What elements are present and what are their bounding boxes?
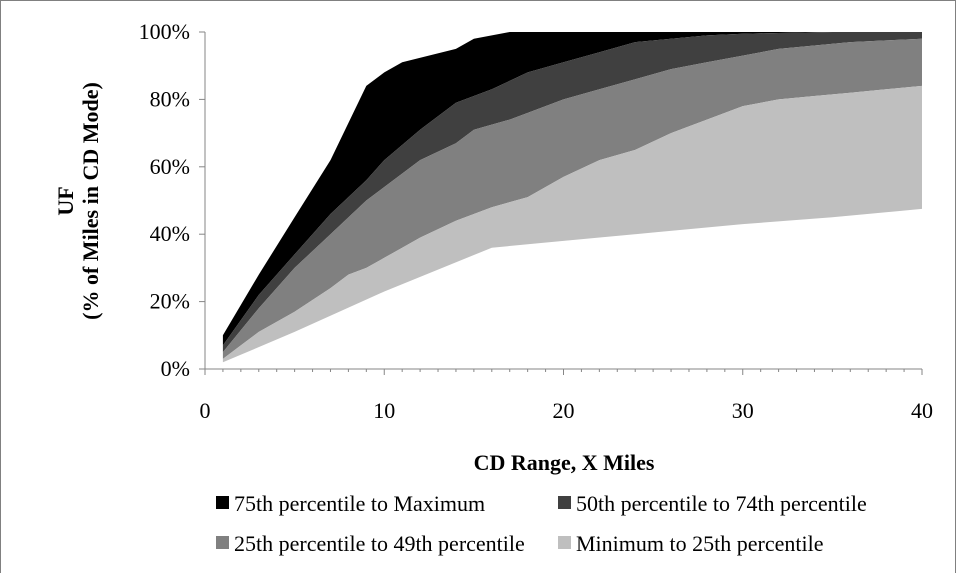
y-tick-label: 100% [139, 19, 190, 44]
legend-label: 50th percentile to 74th percentile [576, 491, 867, 516]
axes: 0% 20% 40% 60% 80% 100% 0 10 20 30 40 [139, 19, 933, 423]
legend-swatch [558, 536, 571, 549]
plot-areas [222, 32, 922, 363]
x-axis-title: CD Range, X Miles [474, 450, 655, 475]
legend-label: Minimum to 25th percentile [576, 531, 823, 556]
area-series-4 [222, 85, 922, 363]
area-series-1 [222, 32, 922, 346]
x-tick-label: 10 [373, 398, 395, 423]
x-tick-label: 30 [732, 398, 754, 423]
y-tick-label: 60% [150, 154, 190, 179]
legend-label: 75th percentile to Maximum [234, 491, 485, 516]
y-tick-label: 20% [150, 289, 190, 314]
x-tick-label: 0 [200, 398, 211, 423]
x-tick-label: 20 [553, 398, 575, 423]
y-axis-title-line-2: (% of Miles in CD Mode) [78, 82, 103, 320]
y-tick-label: 80% [150, 86, 190, 111]
y-tick-label: 0% [161, 356, 190, 381]
x-tick-label: 40 [911, 398, 933, 423]
legend-swatch [216, 536, 229, 549]
legend-label: 25th percentile to 49th percentile [234, 531, 525, 556]
area-series-3 [222, 38, 922, 359]
y-tick-label: 40% [150, 221, 190, 246]
legend-swatch [558, 496, 571, 509]
area-series-2 [222, 32, 922, 353]
legend-swatch [216, 496, 229, 509]
legend: 75th percentile to Maximum 50th percentil… [216, 491, 867, 556]
y-axis-title-line-1: UF [53, 186, 78, 215]
